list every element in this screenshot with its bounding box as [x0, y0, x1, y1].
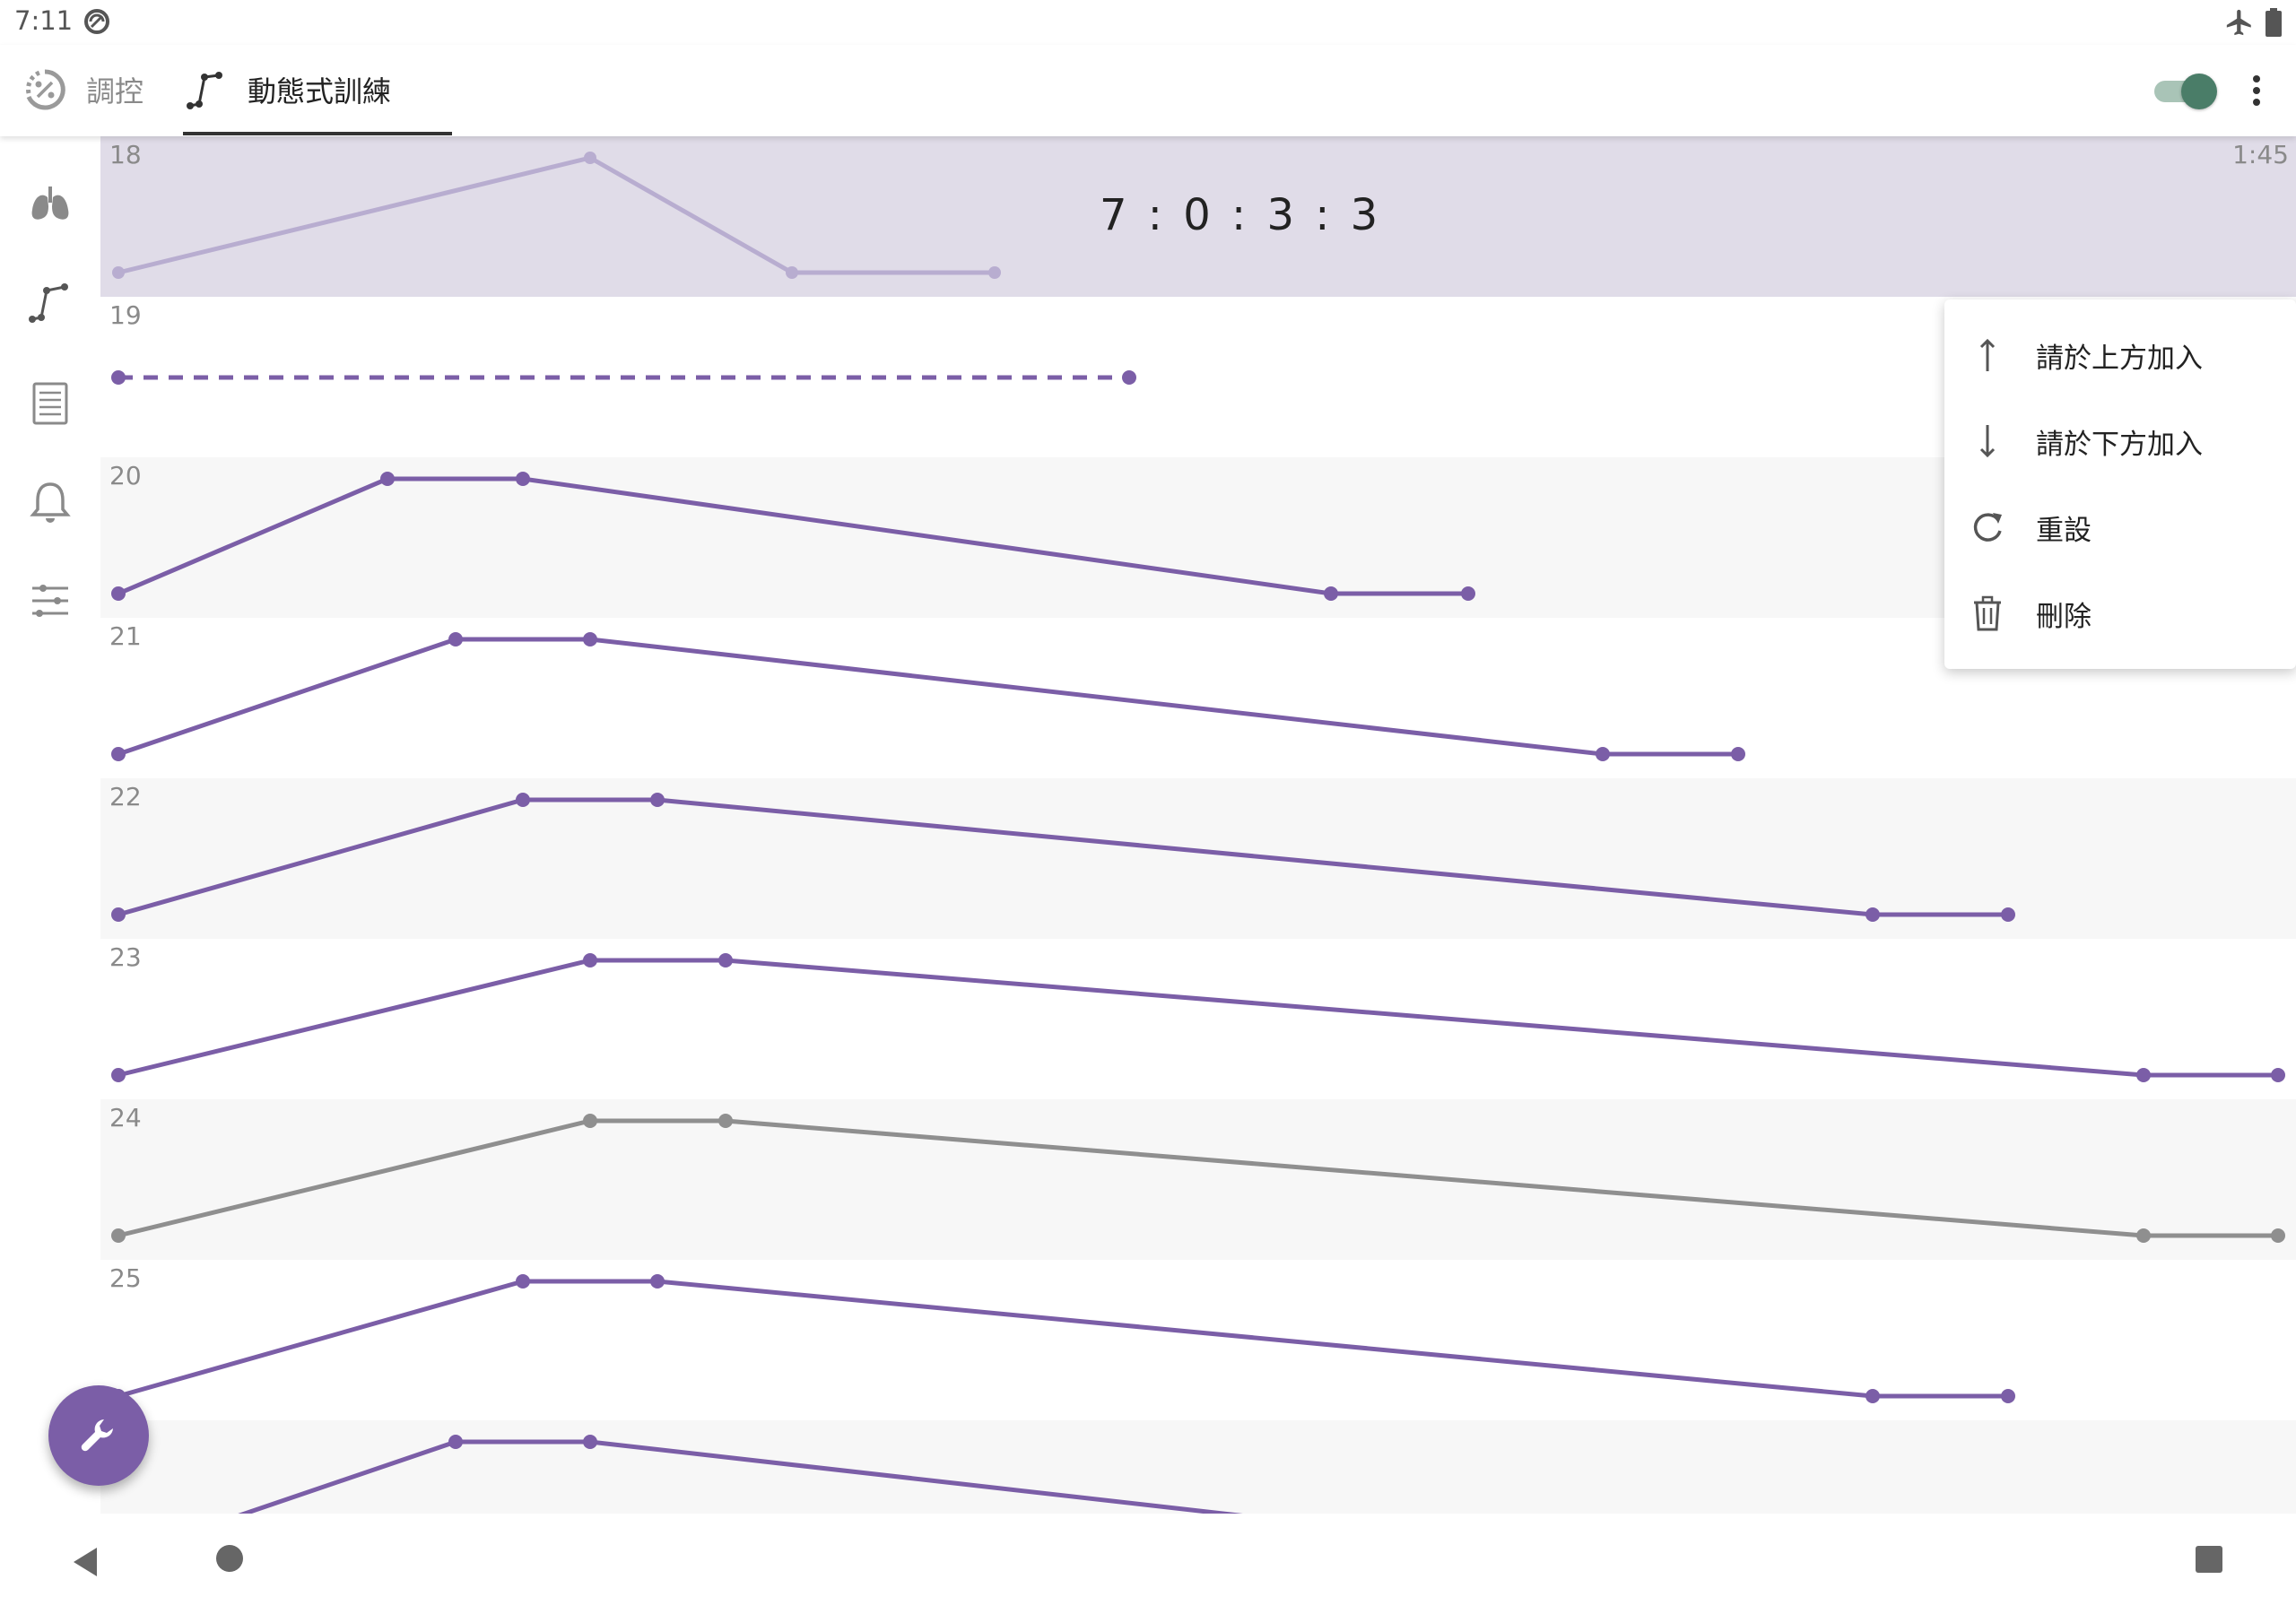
- add-above-menu-item[interactable]: 請於上方加入: [1944, 312, 2296, 398]
- breath-pattern-label: 7 : 0 : 3 : 3: [1100, 190, 1382, 240]
- list-icon[interactable]: [25, 378, 75, 429]
- row-number: 24: [109, 1103, 142, 1132]
- tab-control-label: 調控: [86, 74, 144, 108]
- training-row[interactable]: 23: [100, 939, 2296, 1099]
- line-graph-icon: [187, 72, 222, 109]
- training-row-selected[interactable]: 18 7 : 0 : 3 : 3 1:45: [100, 136, 2296, 297]
- add-above-label: 請於上方加入: [2036, 342, 2203, 375]
- add-below-menu-item[interactable]: 請於下方加入: [1944, 398, 2296, 484]
- bell-icon[interactable]: [25, 477, 75, 527]
- app-bar: 調控 動態式訓練: [0, 45, 2296, 136]
- tab-indicator: [183, 132, 452, 135]
- percent-dial-icon: [26, 69, 65, 110]
- training-toggle[interactable]: [2152, 72, 2217, 109]
- delete-menu-item[interactable]: 刪除: [1944, 570, 2296, 656]
- breath-pattern-chart: [111, 953, 2285, 1082]
- breath-pattern-chart: [111, 632, 1745, 761]
- system-nav-bar: [0, 1515, 2296, 1614]
- arrow-down-icon: [1979, 425, 1996, 458]
- toggle-thumb: [2181, 74, 2217, 109]
- training-row-inactive[interactable]: 24: [100, 1099, 2296, 1260]
- reset-menu-item[interactable]: 重設: [1944, 484, 2296, 570]
- row-number: 23: [109, 942, 142, 972]
- row-number: 20: [109, 461, 142, 490]
- training-row[interactable]: 19: [100, 297, 2296, 457]
- training-row[interactable]: 20: [100, 457, 2296, 618]
- line-graph-icon[interactable]: [25, 278, 75, 328]
- status-time: 7:11: [14, 5, 74, 36]
- tab-dynamic-training-label: 動態式訓練: [248, 74, 392, 108]
- row-number: 18: [109, 140, 142, 169]
- battery-icon: [2266, 8, 2282, 37]
- navigation-rail: [0, 136, 101, 1508]
- row-number: 25: [109, 1263, 142, 1293]
- breath-pattern-chart: [111, 1274, 2015, 1403]
- breath-pattern-chart: [111, 472, 1475, 601]
- breath-pattern-chart: [111, 793, 2015, 922]
- row-number: 21: [109, 621, 142, 651]
- add-below-label: 請於下方加入: [2036, 428, 2203, 461]
- delete-label: 刪除: [2036, 600, 2092, 633]
- row-number: 19: [109, 300, 142, 330]
- more-vert-icon[interactable]: [2242, 68, 2271, 113]
- back-icon[interactable]: [68, 1544, 104, 1580]
- refresh-icon: [1973, 513, 2002, 542]
- breath-pattern-chart: [112, 152, 1001, 279]
- home-icon[interactable]: [215, 1544, 244, 1573]
- recent-apps-icon[interactable]: [2196, 1546, 2222, 1573]
- trash-icon: [1974, 595, 2001, 631]
- row-context-menu: 請於上方加入 請於下方加入 重設 刪除: [1944, 299, 2296, 669]
- breath-pattern-chart: [111, 370, 1136, 385]
- row-duration: 1:45: [2232, 140, 2289, 169]
- training-list: 18 7 : 0 : 3 : 3 1:45 19 20 21: [100, 136, 2296, 1514]
- arrow-up-icon: [1979, 338, 1996, 371]
- wrench-icon: [81, 1419, 113, 1452]
- training-row[interactable]: 21: [100, 618, 2296, 778]
- tab-control[interactable]: 調控: [22, 45, 144, 134]
- training-row[interactable]: 25: [100, 1260, 2296, 1420]
- row-number: 22: [109, 782, 142, 811]
- tab-dynamic-training[interactable]: 動態式訓練: [183, 45, 452, 134]
- data-saver-icon: [84, 9, 109, 34]
- tools-fab[interactable]: [48, 1385, 149, 1486]
- training-row[interactable]: [100, 1420, 2296, 1514]
- status-bar: 7:11: [0, 0, 2296, 45]
- reset-label: 重設: [2036, 514, 2092, 547]
- training-row[interactable]: 22: [100, 778, 2296, 939]
- airplane-mode-icon: [2226, 9, 2251, 36]
- lungs-icon[interactable]: [25, 179, 75, 230]
- breath-pattern-chart: [238, 1435, 1243, 1514]
- breath-pattern-chart: [111, 1114, 2285, 1243]
- sliders-icon[interactable]: [25, 576, 75, 626]
